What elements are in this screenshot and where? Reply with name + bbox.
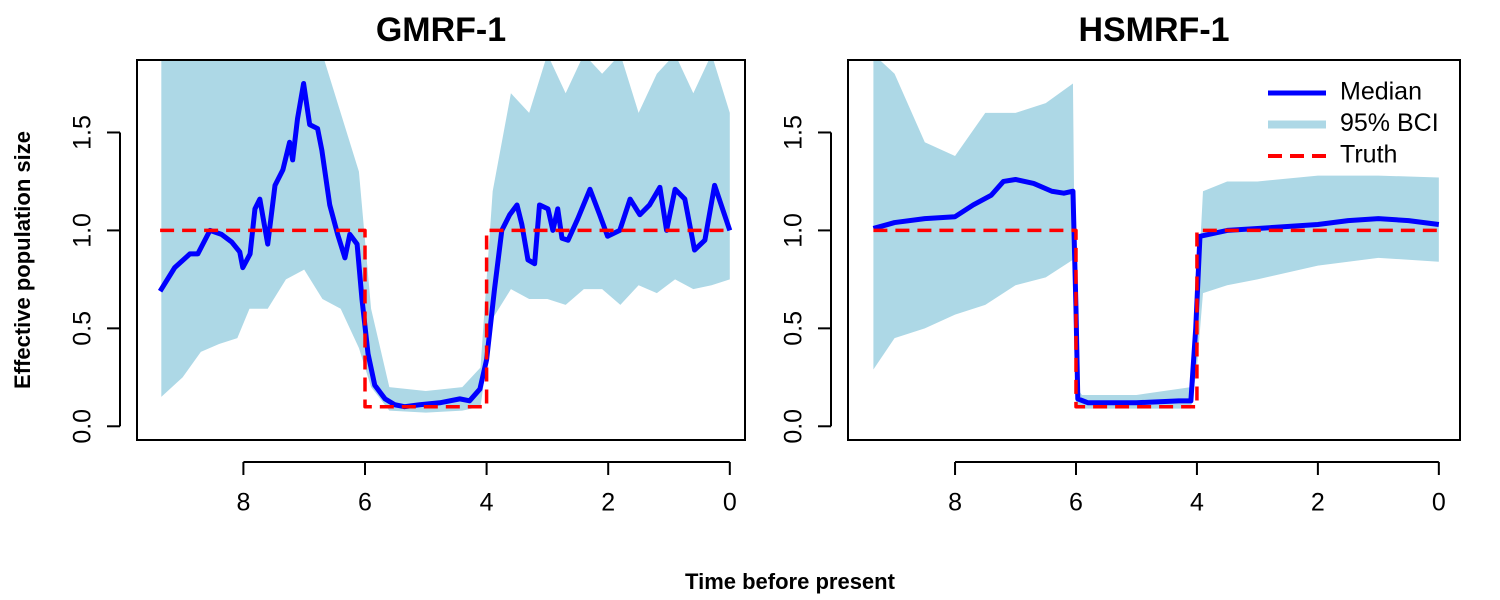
plot-frame (847, 59, 1461, 441)
plot-area (872, 60, 1440, 409)
legend-label: Median (1340, 78, 1422, 106)
x-tick-label: 8 (948, 489, 962, 517)
plot-area (157, 60, 733, 413)
chart-title: HSMRF-1 (1078, 11, 1229, 49)
credible-band (873, 60, 1439, 409)
x-tick-label: 6 (358, 489, 372, 517)
y-tick-label: 0.5 (780, 311, 808, 346)
y-tick-label: 1.0 (69, 213, 97, 248)
y-tick-label: 1.5 (780, 115, 808, 150)
legend-label: 95% BCI (1340, 109, 1439, 137)
x-tick-label: 4 (1190, 489, 1204, 517)
x-tick-label: 2 (601, 489, 615, 517)
x-tick-label: 8 (236, 489, 250, 517)
y-tick-label: 0.0 (69, 409, 97, 444)
legend-label: Truth (1340, 141, 1397, 169)
x-tick-label: 6 (1069, 489, 1083, 517)
y-axis-label: Effective population size (10, 131, 35, 389)
y-tick-label: 0.5 (69, 311, 97, 346)
plot-frame (136, 59, 746, 441)
truth-line (873, 228, 1439, 409)
x-tick-label: 0 (1432, 489, 1446, 517)
y-tick-label: 1.5 (69, 115, 97, 150)
y-tick-label: 0.0 (780, 409, 808, 444)
y-tick-label: 1.0 (780, 213, 808, 248)
x-tick-label: 4 (480, 489, 494, 517)
x-axis-label: Time before present (685, 569, 896, 594)
median-line (872, 176, 1440, 406)
x-tick-label: 0 (723, 489, 737, 517)
chart-title: GMRF-1 (376, 11, 506, 49)
truth-line (160, 228, 730, 409)
x-tick-label: 2 (1311, 489, 1325, 517)
median-line (157, 81, 733, 410)
credible-band (161, 60, 730, 413)
